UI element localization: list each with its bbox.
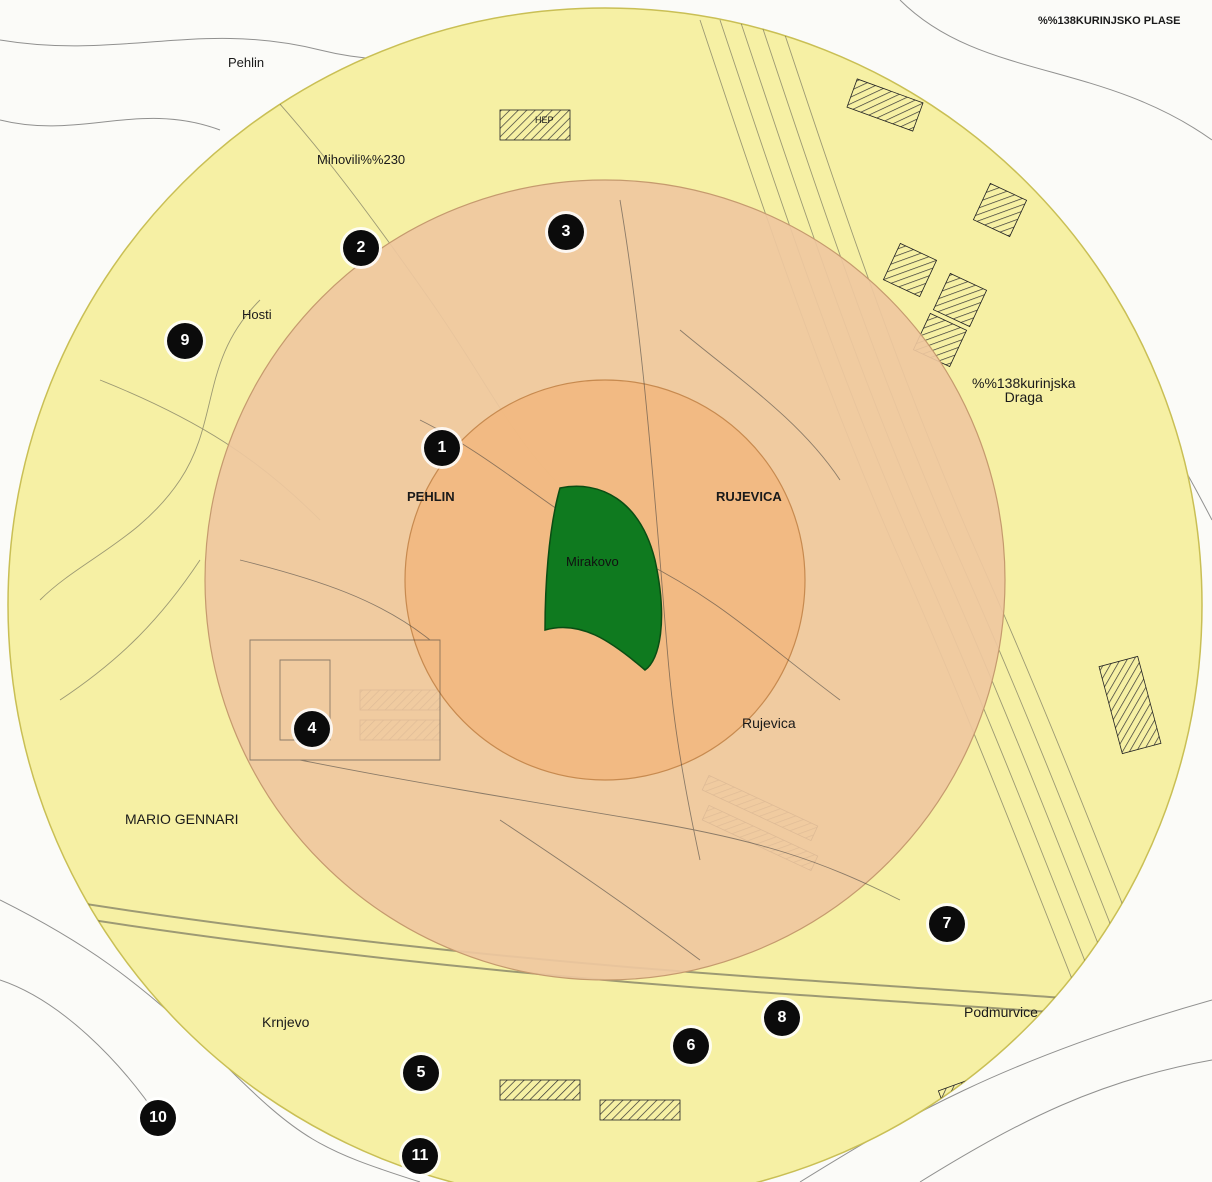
map-marker-5[interactable]: 5: [403, 1055, 439, 1091]
label-rujevica-caps: RUJEVICA: [716, 489, 782, 504]
label-mario-gennari: MARIO GENNARI: [125, 811, 239, 827]
label-hosti: Hosti: [242, 307, 272, 322]
map-marker-11[interactable]: 11: [402, 1138, 438, 1174]
map-marker-4[interactable]: 4: [294, 711, 330, 747]
label-krnjevo: Krnjevo: [262, 1014, 310, 1030]
map-marker-3[interactable]: 3: [548, 214, 584, 250]
label-kurinjsko-plase: %%138KURINJSKO PLASE: [1038, 15, 1181, 27]
label-pehlin-top: Pehlin: [228, 55, 265, 70]
map-marker-2[interactable]: 2: [343, 230, 379, 266]
label-hep: HEP: [535, 115, 554, 125]
label-pehlin: PEHLIN: [407, 489, 455, 504]
label-podmurvice: Podmurvice: [964, 1004, 1038, 1020]
map-marker-1[interactable]: 1: [424, 430, 460, 466]
label-rujevica: Rujevica: [742, 715, 796, 731]
map-marker-7[interactable]: 7: [929, 906, 965, 942]
label-mirakovo: Mirakovo: [566, 554, 619, 569]
map-marker-9[interactable]: 9: [167, 323, 203, 359]
map-marker-6[interactable]: 6: [673, 1028, 709, 1064]
map-marker-10[interactable]: 10: [140, 1100, 176, 1136]
map-marker-8[interactable]: 8: [764, 1000, 800, 1036]
park-area: [544, 485, 663, 671]
label-mihovili: Mihovili%%230: [317, 152, 406, 167]
label-kurinjska-draga: %%138kurinjska Draga: [972, 375, 1076, 405]
